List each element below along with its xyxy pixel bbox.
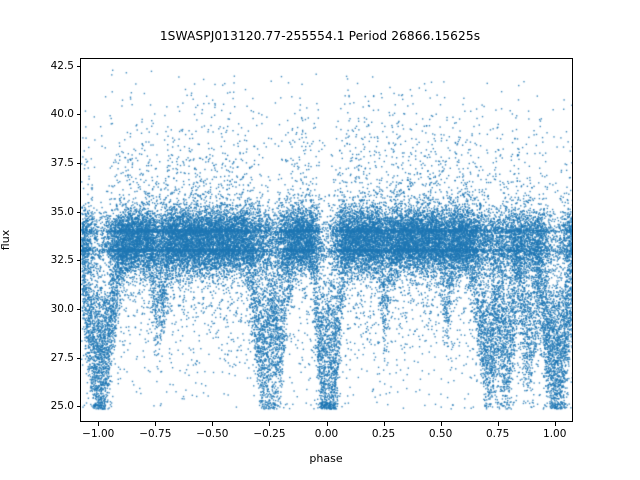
x-tick-label: 0.25 <box>371 428 396 440</box>
x-tick-mark <box>497 422 499 426</box>
x-tick-label: 1.00 <box>543 428 567 440</box>
y-tick-label: 35.0 <box>50 205 74 218</box>
y-tick-mark <box>76 114 80 116</box>
x-tick-mark <box>383 422 385 426</box>
x-tick-mark <box>440 422 442 426</box>
x-tick-label: −1.00 <box>82 428 115 440</box>
x-tick-mark <box>98 422 100 426</box>
x-tick-label: 0.00 <box>314 428 339 440</box>
y-tick-mark <box>76 260 80 262</box>
scatter-plot-canvas <box>81 59 572 421</box>
y-tick-label: 37.5 <box>50 157 74 170</box>
x-tick-mark <box>155 422 157 426</box>
x-tick-mark <box>212 422 214 426</box>
x-tick-label: −0.50 <box>196 428 229 440</box>
y-tick-label: 32.5 <box>50 254 74 267</box>
y-tick-label: 25.0 <box>50 400 74 413</box>
x-tick-label: 0.50 <box>428 428 453 440</box>
y-tick-mark <box>76 406 80 408</box>
y-tick-mark <box>76 65 80 67</box>
x-tick-label: −0.75 <box>139 428 172 440</box>
x-tick-label: −0.25 <box>253 428 286 440</box>
x-tick-mark <box>326 422 328 426</box>
x-tick-label: 0.75 <box>485 428 510 440</box>
y-tick-mark <box>76 309 80 311</box>
y-tick-label: 27.5 <box>50 351 74 364</box>
x-axis-label: phase <box>309 452 343 465</box>
plot-area <box>80 58 573 422</box>
page-title: 1SWASPJ013120.77-255554.1 Period 26866.1… <box>159 29 481 43</box>
y-tick-mark <box>76 163 80 165</box>
x-tick-mark <box>554 422 556 426</box>
x-tick-mark <box>269 422 271 426</box>
y-tick-mark <box>76 211 80 213</box>
y-tick-label: 30.0 <box>50 303 74 316</box>
y-tick-label: 42.5 <box>50 59 74 72</box>
y-axis-label: flux <box>0 229 12 251</box>
y-tick-mark <box>76 357 80 359</box>
y-tick-label: 40.0 <box>50 108 74 121</box>
